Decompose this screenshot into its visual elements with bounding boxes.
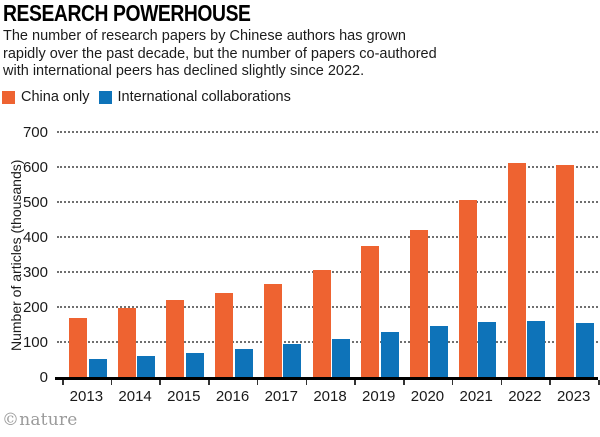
bar-china-only-2018 <box>312 270 331 377</box>
bar-international-2018 <box>332 339 351 377</box>
gridline-700 <box>57 131 598 133</box>
x-axis-tick <box>159 380 161 385</box>
bar-china-only-2019 <box>361 245 380 377</box>
bar-international-2021 <box>478 321 497 377</box>
x-tick-label-2022: 2022 <box>508 388 542 405</box>
gridline-400 <box>57 236 598 238</box>
x-axis-tick <box>403 380 405 385</box>
y-tick-label-500: 500 <box>22 194 48 211</box>
bar-international-2022 <box>527 321 546 377</box>
x-axis-tick <box>354 380 356 385</box>
x-axis-line <box>55 377 598 380</box>
bar-china-only-2014 <box>117 307 136 377</box>
gridline-600 <box>57 166 598 168</box>
x-tick-label-2013: 2013 <box>69 388 104 405</box>
x-axis-tick <box>208 380 210 385</box>
x-axis-tick <box>451 380 454 385</box>
bar-china-only-2013 <box>69 317 87 377</box>
y-tick-label-100: 100 <box>22 334 48 351</box>
subtitle-line-3: with international peers has declined sl… <box>3 63 365 79</box>
bar-china-only-2022 <box>507 162 526 377</box>
x-tick-label-2019: 2019 <box>362 388 396 405</box>
bar-international-2023 <box>575 323 594 377</box>
x-axis-tick <box>598 380 600 385</box>
y-tick-label-600: 600 <box>22 159 48 176</box>
subtitle-line-2: rapidly over the past decade, but the nu… <box>3 45 437 62</box>
legend-label-international: International collaborations <box>117 89 291 105</box>
subtitle-line-1: The number of research papers by Chinese… <box>3 28 406 44</box>
y-tick-label-200: 200 <box>22 299 48 316</box>
bar-international-2015 <box>185 352 204 377</box>
y-tick-label-0: 0 <box>39 369 48 386</box>
bar-international-2017 <box>283 344 302 377</box>
x-tick-label-2017: 2017 <box>264 388 298 405</box>
chart-title: RESEARCH POWERHOUSE <box>3 0 251 26</box>
y-tick-label-400: 400 <box>22 229 48 246</box>
china-only-swatch-icon <box>2 90 15 104</box>
chart-subtitle: The number of research papers by Chinese… <box>3 28 437 81</box>
x-axis-tick <box>110 380 113 385</box>
international-swatch-icon <box>98 90 112 104</box>
x-axis-tick <box>549 380 551 385</box>
x-tick-label-2023: 2023 <box>556 388 591 405</box>
bar-international-2019 <box>380 331 399 377</box>
bar-china-only-2017 <box>263 283 282 377</box>
gridline-500 <box>57 201 598 203</box>
y-tick-label-300: 300 <box>22 264 48 281</box>
x-tick-label-2015: 2015 <box>167 388 201 405</box>
x-tick-label-2021: 2021 <box>459 388 493 405</box>
nature-credit: ©nature <box>2 410 78 430</box>
legend: China only International collaborations <box>2 89 300 105</box>
legend-item-international: International collaborations <box>98 89 291 105</box>
bar-international-2020 <box>429 325 448 377</box>
legend-item-china-only: China only <box>2 89 90 105</box>
y-tick-label-700: 700 <box>22 124 48 141</box>
bar-international-2014 <box>137 356 156 377</box>
bar-china-only-2015 <box>166 300 185 377</box>
x-tick-label-2020: 2020 <box>410 388 445 405</box>
x-axis-tick <box>256 380 259 385</box>
bar-china-only-2021 <box>458 199 477 377</box>
x-tick-label-2014: 2014 <box>118 388 152 405</box>
x-axis-tick <box>305 380 308 385</box>
bar-china-only-2023 <box>556 164 575 377</box>
legend-label-china-only: China only <box>21 89 90 105</box>
x-axis-tick <box>500 380 503 385</box>
x-axis-tick <box>62 380 64 385</box>
bar-international-2013 <box>88 359 107 377</box>
bar-china-only-2016 <box>215 293 234 377</box>
x-tick-label-2018: 2018 <box>313 388 347 405</box>
x-tick-label-2016: 2016 <box>215 388 250 405</box>
bar-international-2016 <box>234 349 253 377</box>
bar-china-only-2020 <box>410 229 429 377</box>
